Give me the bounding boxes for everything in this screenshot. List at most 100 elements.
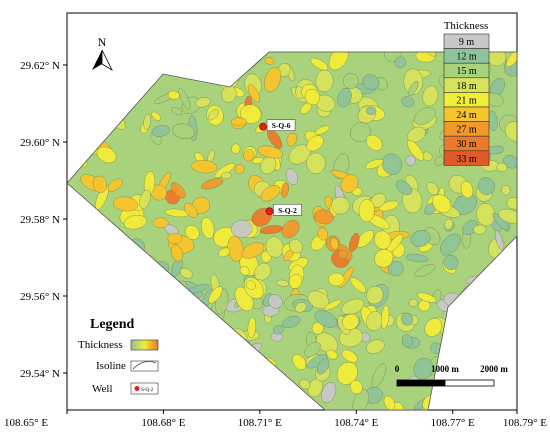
scale-black-segment [396, 379, 446, 387]
thickness-contour-patch [350, 122, 371, 142]
thickness-contour-patch [394, 56, 407, 69]
thickness-contour-patch [239, 266, 250, 276]
thickness-contour-patch [231, 143, 241, 154]
thickness-contour-patch [328, 272, 345, 287]
thickness-contour-patch [349, 380, 363, 395]
thickness-contour-patch [243, 149, 255, 162]
thickness-contour-patch [350, 277, 366, 293]
color-scale-label: 12 m [456, 52, 477, 63]
thickness-contour-patch [328, 52, 349, 71]
thickness-contour-patch [314, 310, 338, 328]
thickness-contour-patch [304, 88, 321, 106]
thickness-contour-patch [443, 255, 459, 270]
thickness-contour-patch [299, 379, 311, 390]
thickness-contour-patch [277, 63, 291, 77]
thickness-contour-patch [341, 298, 365, 315]
well-label-box [273, 204, 302, 216]
legend-thickness-swatch [130, 339, 159, 351]
lon-tick-label: 108.74° E [334, 417, 378, 429]
thickness-contour-patch [365, 159, 384, 169]
thickness-contour-patch [285, 168, 299, 185]
color-scale-label: 30 m [456, 139, 477, 150]
thickness-contour-patch [365, 106, 377, 115]
thickness-contour-patch [183, 202, 198, 218]
well-label-box [266, 119, 296, 131]
thickness-contour-patch [264, 66, 282, 93]
thickness-contour-patch [310, 57, 329, 71]
lon-tick-label: 108.68° E [141, 417, 185, 429]
thickness-contour-patch [107, 178, 123, 192]
thickness-contour-patch [153, 217, 169, 229]
thickness-contour-patch [381, 153, 403, 175]
thickness-contour-patch [281, 316, 301, 328]
thickness-contour-patch [395, 180, 413, 195]
thickness-contour-patch [366, 134, 383, 151]
thickness-contour-patch [208, 286, 223, 304]
thickness-contour-patch [178, 87, 191, 110]
thickness-color-scale: Thickness 9 m 12 m 15 m 18 m 21 m 24 m 27 m 30 … [444, 20, 490, 166]
thickness-contour-patch [407, 126, 426, 143]
thickness-contour-patch [401, 96, 415, 108]
thickness-contour-patch [384, 52, 402, 62]
thickness-contour-patch [123, 215, 147, 230]
thickness-contour-patch [374, 230, 392, 250]
scale-zero-label: 0 [395, 364, 400, 374]
thickness-contour-patch [408, 80, 419, 96]
lat-tick-label: 29.60° N [20, 137, 60, 149]
thickness-contour-patch [494, 230, 504, 250]
thickness-contour-patch [440, 233, 461, 256]
thickness-contour-patch [414, 264, 436, 277]
thickness-contour-patch [381, 305, 390, 330]
thickness-contour-patch [172, 123, 195, 139]
thickness-contour-patch [473, 224, 487, 235]
thickness-contour-patch [405, 155, 416, 166]
legend-isoline-swatch [130, 360, 159, 372]
thickness-contour-patch [306, 135, 324, 152]
thickness-contour-patch [405, 254, 429, 263]
thickness-contour-patch [179, 267, 193, 279]
thickness-contour-patch [292, 354, 307, 371]
thickness-contour-patch [496, 162, 508, 172]
legend: Legend Thickness Isoline Well S-Q-2 [78, 317, 159, 395]
legend-isoline-label: Isoline [96, 360, 126, 372]
thickness-contour-patch [444, 218, 454, 230]
thickness-contour-patch [276, 279, 289, 287]
thickness-contour-patch [230, 220, 253, 238]
color-scale-label: 15 m [456, 66, 477, 77]
thickness-contour-patch [341, 349, 358, 363]
north-label: N [98, 35, 107, 49]
thickness-contour-patch [342, 313, 360, 330]
thickness-contour-patch [281, 219, 300, 239]
lon-tick-label: 108.79° E [503, 417, 547, 429]
thickness-contour-patch [401, 334, 413, 348]
thickness-contour-patch [374, 249, 394, 268]
thickness-contour-patch [505, 52, 517, 67]
north-arrow: N [92, 35, 113, 72]
color-scale-label: 18 m [456, 81, 477, 92]
legend-well-swatch [130, 382, 159, 395]
legend-well-dot [134, 386, 140, 391]
thickness-contour-patch [286, 132, 298, 147]
thickness-contour-patch [331, 196, 350, 215]
thickness-contour-patch [170, 182, 186, 199]
thickness-contour-patch [315, 332, 338, 353]
scale-white-segment [444, 379, 495, 387]
thickness-contour-patch [264, 57, 274, 65]
thickness-contour-patch [503, 155, 517, 169]
scale-mid-label: 1000 m [431, 364, 459, 374]
thickness-contour-patch [143, 113, 151, 130]
thickness-contour-patch [288, 273, 303, 289]
thickness-contour-patch [337, 88, 352, 108]
thickness-contour-patch [201, 217, 215, 239]
thickness-contour-patch [314, 125, 330, 135]
thickness-contour-patch [247, 84, 260, 103]
thickness-contour-patch [234, 164, 245, 175]
thickness-contour-patch [342, 73, 359, 89]
thickness-contour-patch [340, 174, 359, 193]
lon-tick-label: 108.65° E [4, 417, 48, 429]
thickness-contour-patch [240, 104, 262, 124]
well-marker[interactable] [259, 122, 267, 131]
color-scale-label: 21 m [456, 95, 477, 106]
thickness-contour-patch [257, 145, 284, 159]
well-marker[interactable] [265, 207, 274, 216]
